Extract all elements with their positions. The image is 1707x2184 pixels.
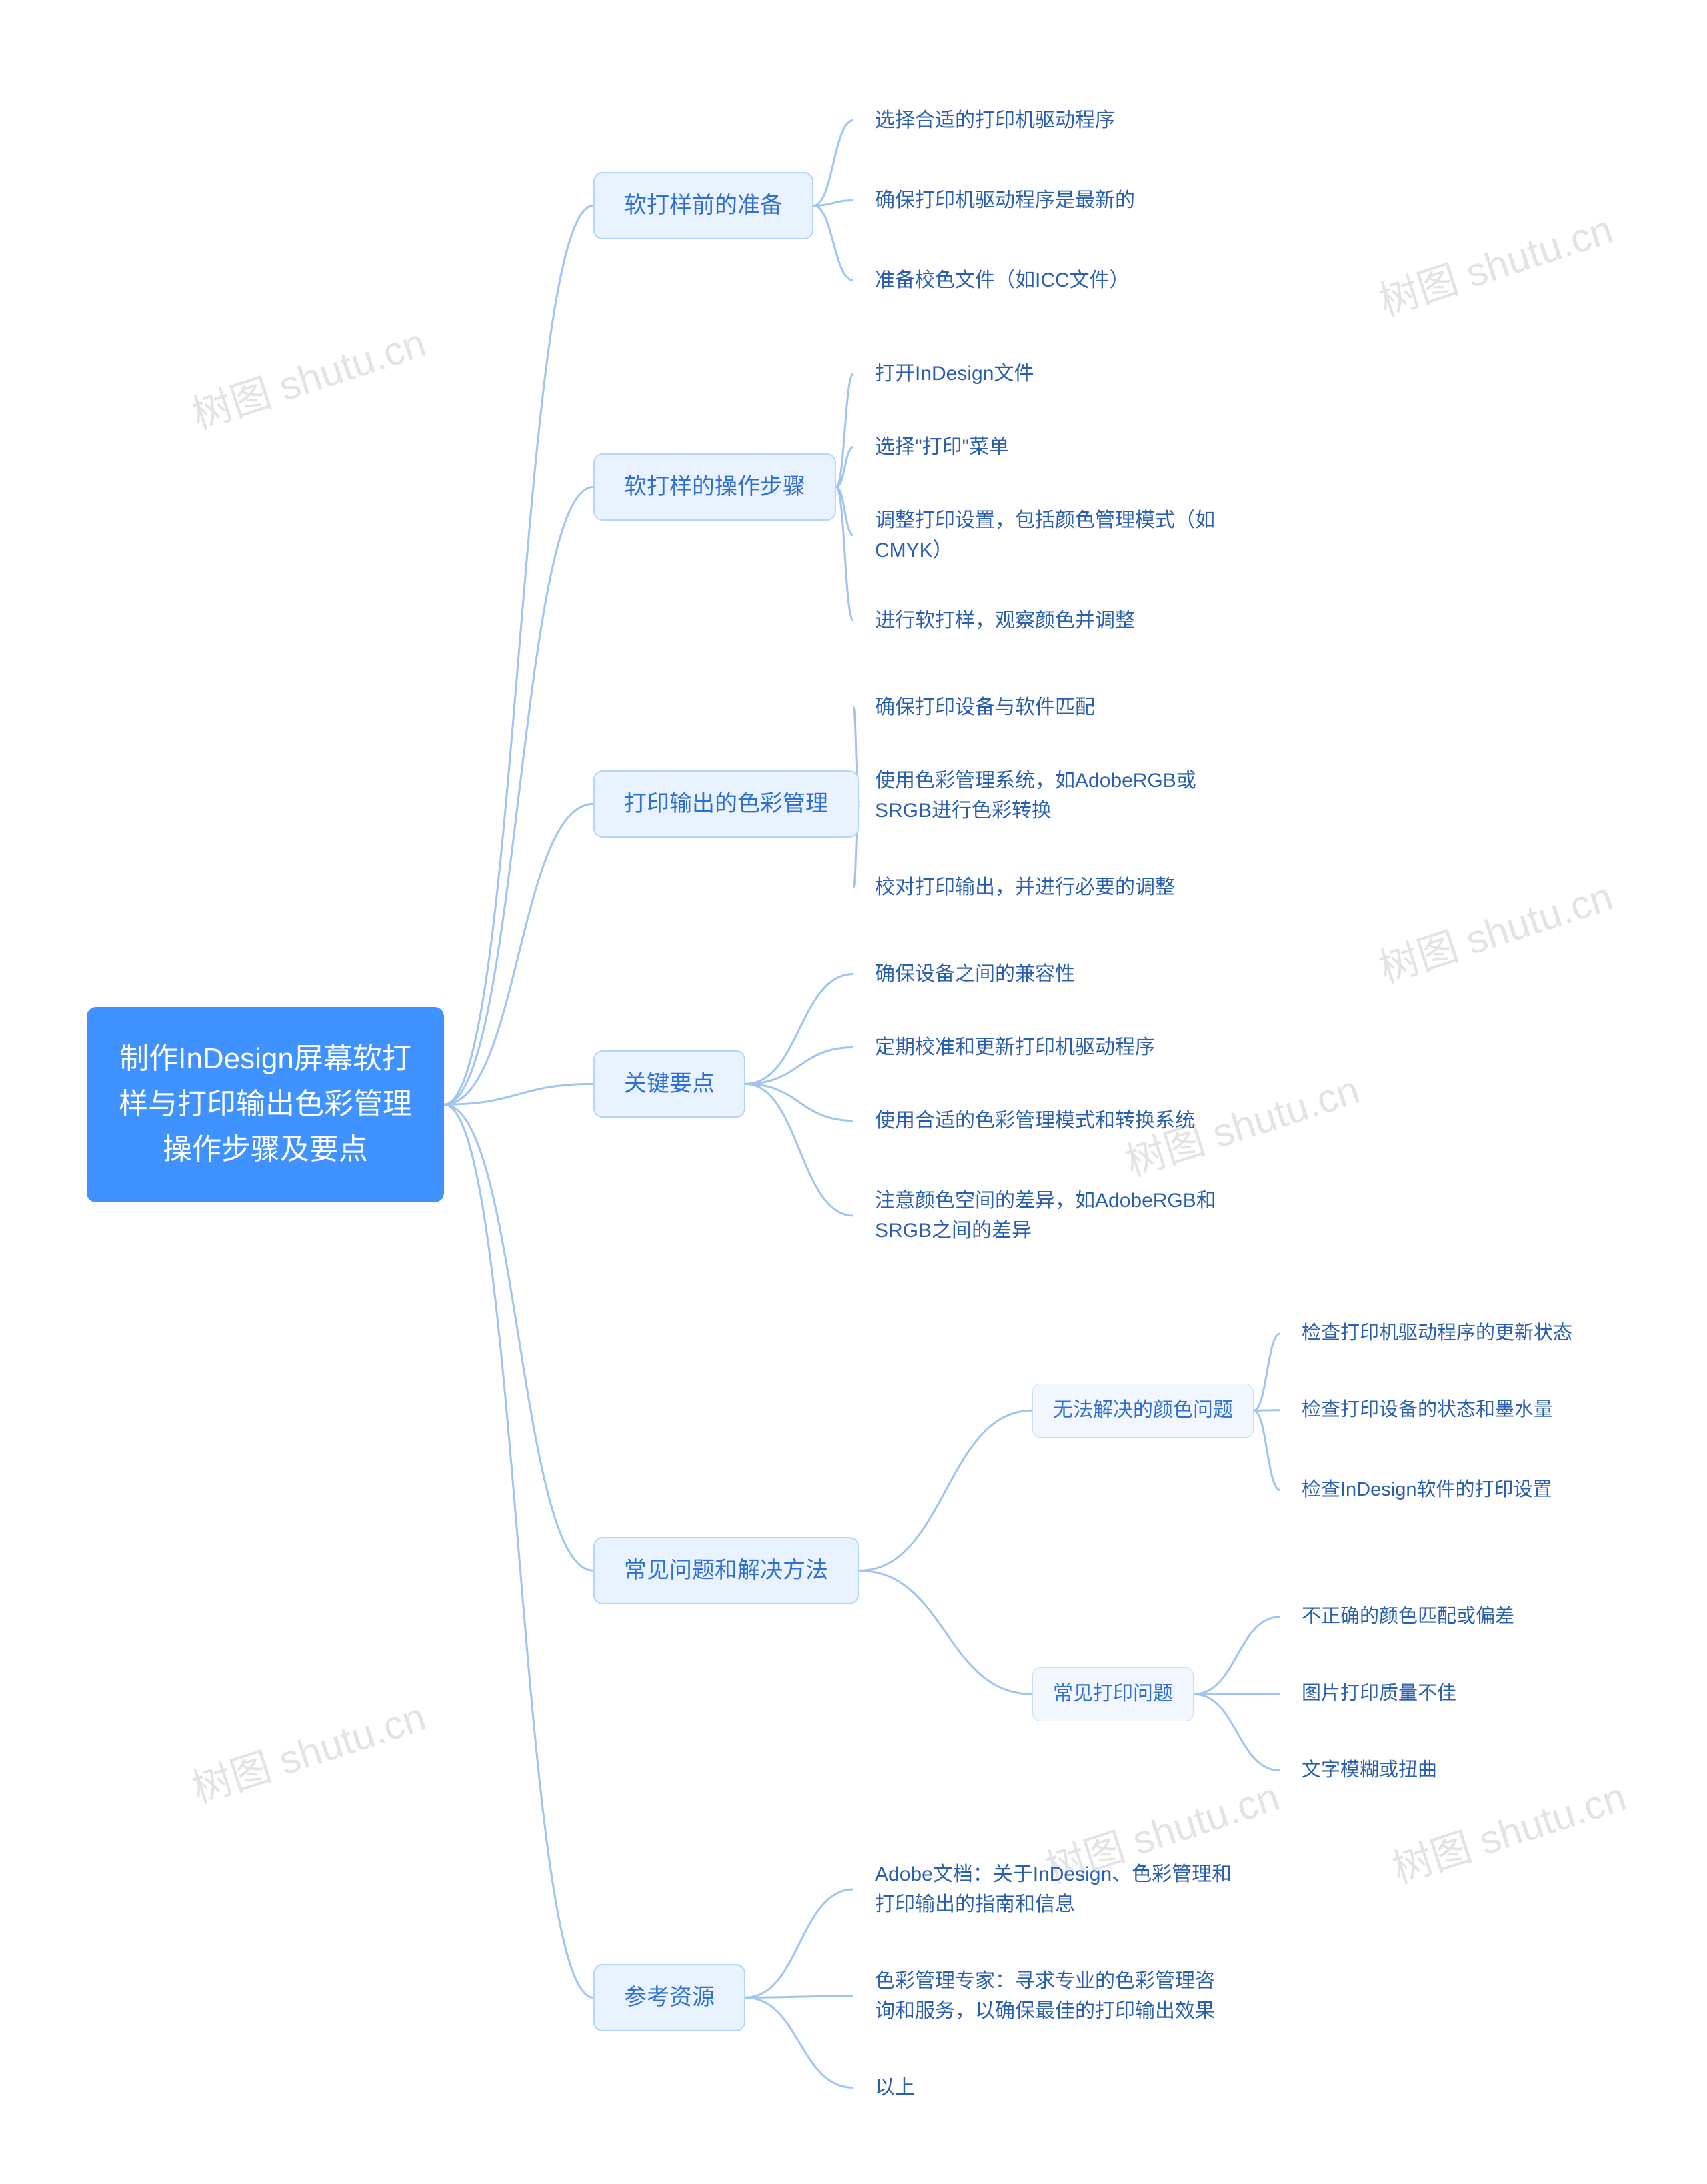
branch-2-leaf-2: 校对打印输出，并进行必要的调整 — [854, 860, 1196, 914]
watermark: 树图 shutu.cn — [1370, 197, 1619, 327]
branch-0: 软打样前的准备 — [593, 172, 813, 239]
mindmap: 树图 shutu.cn 树图 shutu.cn 树图 shutu.cn 树图 shut… — [0, 0, 1707, 2184]
branch-5: 参考资源 — [593, 1964, 745, 2031]
branch-0-leaf-1: 确保打印机驱动程序是最新的 — [854, 173, 1156, 227]
branch-1-leaf-2: 调整打印设置，包括颜色管理模式（如CMYK） — [854, 493, 1254, 578]
branch-1-leaf-1: 选择"打印"菜单 — [854, 420, 1030, 474]
branch-3-leaf-3: 注意颜色空间的差异，如AdobeRGB和SRGB之间的差异 — [854, 1174, 1254, 1258]
branch-1: 软打样的操作步骤 — [593, 453, 836, 521]
branch-4-sub-0-leaf-1: 检查打印设备的状态和墨水量 — [1280, 1384, 1574, 1437]
branch-4-sub-1-leaf-2: 文字模糊或扭曲 — [1280, 1744, 1458, 1797]
branch-4-sub-1-leaf-1: 图片打印质量不佳 — [1280, 1667, 1478, 1721]
branch-4: 常见问题和解决方法 — [593, 1537, 859, 1604]
branch-2: 打印输出的色彩管理 — [593, 770, 859, 838]
branch-3-leaf-1: 定期校准和更新打印机驱动程序 — [854, 1020, 1176, 1074]
watermark: 树图 shutu.cn — [183, 311, 432, 441]
branch-5-leaf-1: 色彩管理专家：寻求专业的色彩管理咨询和服务，以确保最佳的打印输出效果 — [854, 1954, 1254, 2038]
branch-4-sub-0-leaf-0: 检查打印机驱动程序的更新状态 — [1280, 1307, 1594, 1360]
watermark: 树图 shutu.cn — [183, 1685, 432, 1815]
watermark: 树图 shutu.cn — [1370, 864, 1619, 994]
branch-0-leaf-0: 选择合适的打印机驱动程序 — [854, 93, 1136, 147]
branch-2-leaf-1: 使用色彩管理系统，如AdobeRGB或SRGB进行色彩转换 — [854, 754, 1254, 838]
branch-5-leaf-0: Adobe文档：关于InDesign、色彩管理和打印输出的指南和信息 — [854, 1847, 1254, 1931]
branch-1-leaf-0: 打开InDesign文件 — [854, 347, 1055, 401]
branch-4-sub-1: 常见打印问题 — [1032, 1667, 1194, 1721]
branch-3-leaf-0: 确保设备之间的兼容性 — [854, 947, 1096, 1001]
branch-4-sub-0: 无法解决的颜色问题 — [1032, 1384, 1254, 1438]
branch-3: 关键要点 — [593, 1050, 745, 1118]
branch-4-sub-1-leaf-0: 不正确的颜色匹配或偏差 — [1280, 1590, 1536, 1644]
branch-5-leaf-2: 以上 — [854, 2061, 936, 2115]
branch-1-leaf-3: 进行软打样，观察颜色并调整 — [854, 594, 1156, 648]
root-node: 制作InDesign屏幕软打样与打印输出色彩管理操作步骤及要点 — [87, 1007, 444, 1202]
branch-0-leaf-2: 准备校色文件（如ICC文件） — [854, 253, 1151, 307]
branch-2-leaf-0: 确保打印设备与软件匹配 — [854, 680, 1116, 734]
branch-3-leaf-2: 使用合适的色彩管理模式和转换系统 — [854, 1094, 1216, 1148]
branch-4-sub-0-leaf-2: 检查InDesign软件的打印设置 — [1280, 1464, 1573, 1517]
